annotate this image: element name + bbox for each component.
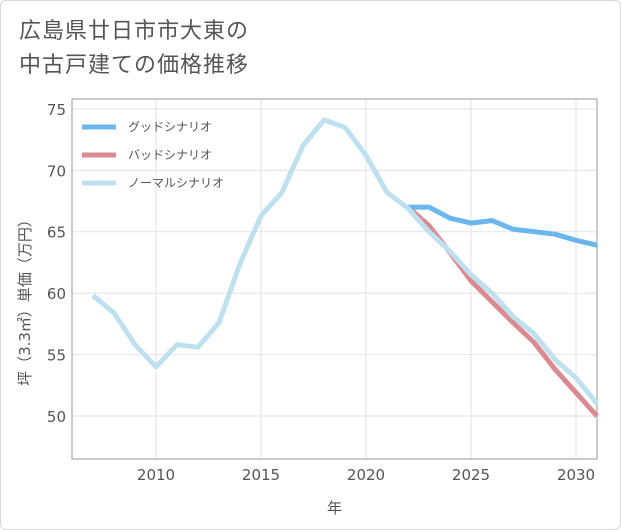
chart-title: 広島県廿日市市大東の 中古戸建ての価格推移 <box>19 15 249 83</box>
y-tick-label: 55 <box>47 347 66 365</box>
plot-area-frame <box>71 98 598 460</box>
y-axis-ticks: 50 55 60 65 70 75 <box>47 101 66 426</box>
series-layer <box>91 117 599 418</box>
y-tick-label: 60 <box>47 285 66 303</box>
x-tick-label: 2010 <box>137 466 175 484</box>
chart-title-line-1: 広島県廿日市市大東の <box>19 19 250 44</box>
series-line-2 <box>91 117 599 406</box>
y-axis-label: 坪（3.3㎡）単価（万円） <box>16 212 34 386</box>
chart-title-line-2: 中古戸建ての価格推移 <box>19 53 250 78</box>
x-axis-label: 年 <box>327 499 342 517</box>
x-tick-label: 2015 <box>242 466 280 484</box>
x-tick-label: 2030 <box>557 466 595 484</box>
legend-label-1: バッドシナリオ <box>128 148 212 162</box>
y-tick-label: 65 <box>47 224 66 242</box>
x-tick-label: 2020 <box>347 466 385 484</box>
y-tick-label: 70 <box>47 162 66 180</box>
series-line-0 <box>408 204 598 248</box>
x-axis-ticks: 2010 2015 2020 2025 2030 <box>137 466 595 484</box>
x-tick-label: 2025 <box>452 466 490 484</box>
y-tick-label: 75 <box>47 101 66 119</box>
legend-label-2: ノーマルシナリオ <box>128 176 224 190</box>
legend-label-0: グッドシナリオ <box>128 120 212 134</box>
y-tick-label: 50 <box>47 408 66 426</box>
